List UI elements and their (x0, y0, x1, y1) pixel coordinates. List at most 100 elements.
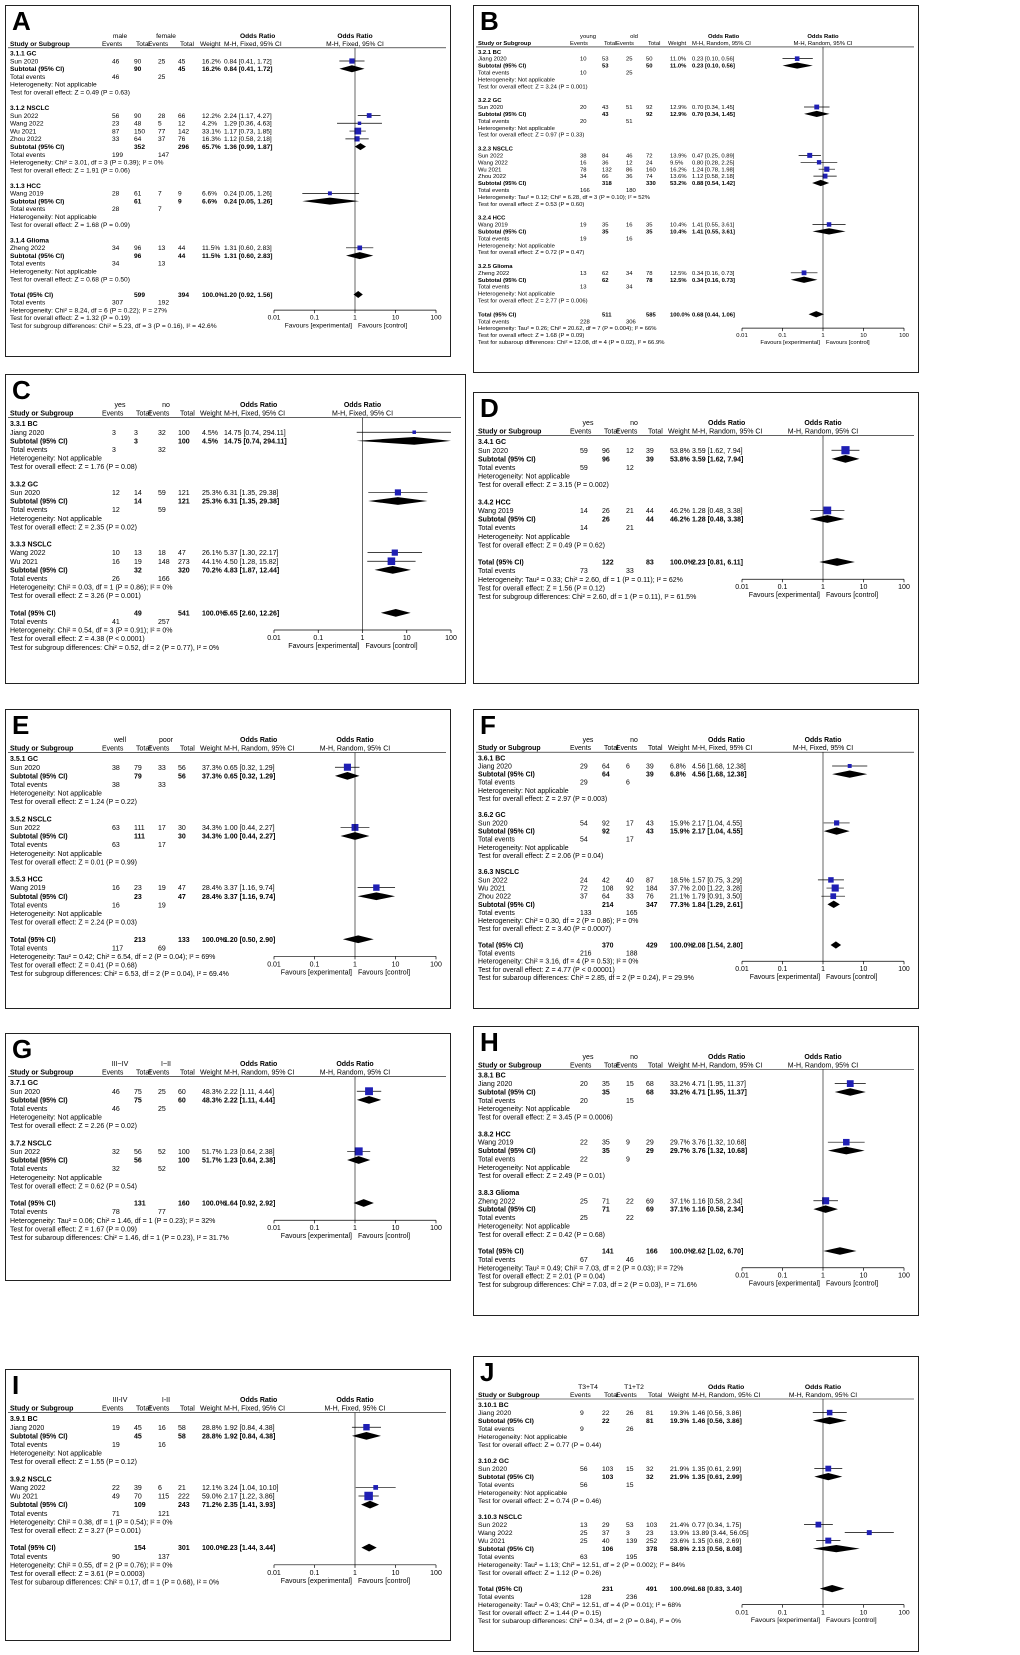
total-events-cell: 29 (580, 780, 588, 787)
total-cell: 66 (602, 174, 609, 180)
events-cell: 26 (626, 1410, 634, 1417)
total-events-cell: 16 (112, 902, 120, 909)
group2-header: T1+T2 (624, 1384, 644, 1391)
odds-ratio-ci-cell: 1.00 [0.44, 2.27] (224, 825, 275, 832)
x-axis-tick-label: 0.01 (735, 584, 749, 591)
subtotal-label: Subtotal (95% CI) (10, 1502, 68, 1509)
subtotal-diamond (812, 1417, 847, 1425)
weight-cell: 4.2% (202, 121, 217, 128)
study-point-marker (366, 113, 372, 118)
summary-stat-text: Test for subaroup differences: Chi² = 2.… (478, 975, 694, 982)
summary-stat-text: Test for subgroup differences: Chi² = 6.… (10, 971, 229, 978)
events-cell: 59 (580, 448, 588, 455)
overall-effect-text: Test for overall effect: Z = 3.24 (P = 0… (478, 84, 588, 90)
weight-cell: 6.8% (670, 763, 686, 770)
subtotal-label: Subtotal (95% CI) (478, 1089, 536, 1096)
subtotal-label: Subtotal (95% CI) (478, 829, 535, 836)
total-events-cell: 199 (112, 152, 123, 159)
forest-plot-panel-b: B young old Odds Ratio Odds Ratio Study or S… (473, 5, 919, 373)
subtotal-label: Subtotal (95% CI) (10, 773, 68, 780)
total-total-cell: 599 (134, 292, 145, 299)
study-name: Sun 2022 (478, 1522, 507, 1529)
events-header: Events (570, 429, 592, 436)
total-cell: 81 (646, 1410, 654, 1417)
events-cell: 115 (158, 1494, 169, 1501)
total-events-cell: 21 (626, 525, 634, 532)
subgroup-title: 3.1.4 Glioma (10, 237, 49, 244)
study-name: Jiang 2020 (10, 1425, 44, 1432)
events-header: Events (148, 41, 169, 48)
total-cell: 23 (134, 885, 142, 892)
study-name: Wang 2019 (478, 1140, 514, 1147)
study-point-marker (841, 446, 850, 455)
odds-ratio-ci-cell: 3.37 [1.16, 9.74] (224, 885, 275, 892)
subtotal-total-cell: 378 (646, 1546, 658, 1553)
study-point-marker (373, 884, 380, 891)
favours-control-label: Favours [control] (826, 974, 878, 981)
overall-effect-text: Test for overall effect: Z = 2.35 (P = 0… (10, 524, 137, 531)
total-events-cell: 12 (626, 465, 634, 472)
subtotal-weight-cell: 10.4% (670, 229, 687, 235)
odds-ratio-plot-header: Odds Ratio (337, 33, 372, 40)
odds-ratio-ci-cell: 0.80 [0.28, 2.25] (692, 160, 735, 166)
group1-header: yes (115, 402, 126, 409)
subgroup-title: 3.2.3 NSCLC (478, 147, 514, 153)
events-header: Events (570, 745, 592, 752)
total-total-cell: 83 (646, 560, 654, 567)
subtotal-label: Subtotal (95% CI) (10, 198, 64, 205)
x-axis-tick-label: 1 (353, 1570, 357, 1577)
x-axis-tick-label: 0.01 (267, 1570, 281, 1577)
group2-header: female (156, 33, 176, 40)
study-name: Sun 2020 (478, 820, 508, 827)
forest-plot-panel-d: D yes no Odds Ratio Odds Ratio Study or Subg… (473, 392, 919, 684)
total-events-label: Total events (478, 1482, 515, 1489)
subgroup-title: 3.7.1 GC (10, 1080, 38, 1087)
summary-stat-text: Test for overall effect: Z = 1.68 (P = 0… (478, 333, 584, 339)
subtotal-label: Subtotal (95% CI) (10, 253, 64, 260)
study-column-header: Study or Subgroup (10, 1406, 73, 1413)
study-point-marker (357, 121, 362, 126)
total-cell: 92 (646, 105, 653, 111)
total-events-label: Total events (478, 236, 509, 242)
subtotal-label: Subtotal (95% CI) (10, 567, 68, 574)
events-cell: 16 (626, 223, 633, 229)
total-events-cell: 25 (158, 1106, 166, 1113)
subgroup-title: 3.8.3 Glioma (478, 1190, 519, 1197)
total-cell: 64 (134, 136, 142, 143)
study-name: Jiang 2020 (478, 1081, 512, 1088)
x-axis-tick-label: 10 (860, 966, 868, 973)
x-axis-tick-label: 0.01 (735, 1609, 748, 1616)
events-cell: 24 (580, 877, 588, 884)
x-axis-tick-label: 10 (860, 1273, 868, 1280)
group1-header: yes (583, 1054, 594, 1061)
overall-effect-text: Test for overall effect: Z = 0.72 (P = 0… (478, 250, 584, 256)
total-events-label: Total events (10, 206, 46, 213)
total-ci-cell: 2.08 [1.54, 2.80] (692, 942, 743, 949)
method-header: M-H, Fixed, 95% CI (224, 411, 285, 418)
subtotal-weight-cell: 29.7% (670, 1148, 691, 1155)
odds-ratio-ci-cell: 0.23 [0.10, 0.56] (692, 57, 735, 63)
total-events-label: Total events (10, 576, 48, 583)
total-events-cell: 166 (580, 188, 590, 194)
odds-ratio-ci-cell: 2.00 [1.22, 3.28] (692, 885, 742, 892)
weight-header: Weight (668, 1062, 690, 1069)
events-cell: 23 (112, 121, 120, 128)
study-name: Jiang 2020 (478, 1410, 511, 1417)
method-plot-header: M-H, Fixed, 95% CI (793, 745, 853, 752)
events-header: Events (616, 1062, 638, 1069)
subgroup-title: 3.3.1 BC (10, 421, 38, 428)
total-label: Total (95% CI) (10, 1201, 56, 1208)
total-events-cell: 12 (112, 507, 120, 514)
study-point-marker (834, 820, 840, 826)
total-events-label: Total events (10, 1554, 48, 1561)
subtotal-ci-cell: 0.88 [0.54, 1.42] (692, 181, 735, 187)
heterogeneity-text: Heterogeneity: Not applicable (10, 1115, 102, 1122)
total-weight-cell: 100.0% (202, 292, 225, 299)
total-events-cell: 26 (626, 1426, 634, 1433)
subtotal-diamond (368, 497, 428, 505)
overall-effect-text: Test for overall effect: Z = 0.68 (P = 0… (10, 276, 130, 283)
total-events-label: Total events (10, 507, 48, 514)
total-events-label: Total events (10, 619, 48, 626)
study-name: Sun 2022 (10, 113, 39, 120)
events-cell: 22 (112, 1485, 120, 1492)
